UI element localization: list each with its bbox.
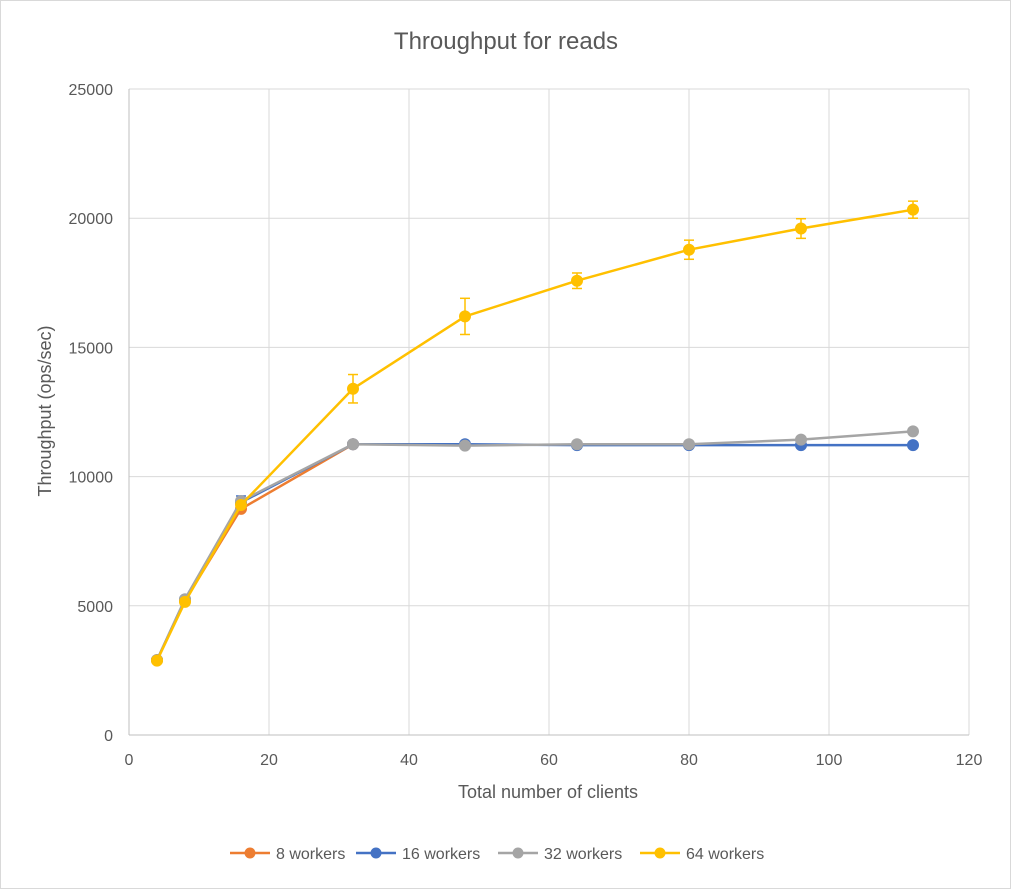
data-point	[571, 274, 583, 287]
legend-marker	[512, 847, 524, 859]
x-tick-label: 0	[125, 752, 134, 769]
y-tick-label: 0	[104, 728, 113, 745]
y-tick-label: 25000	[69, 82, 114, 99]
grid-lines	[129, 88, 970, 735]
legend-label: 8 workers	[276, 846, 345, 863]
legend-item: 8 workers	[230, 846, 345, 863]
data-point	[235, 499, 247, 512]
chart-title: Throughput for reads	[394, 28, 618, 55]
axes	[128, 89, 969, 736]
y-tick-label: 10000	[69, 470, 114, 487]
error-bars	[236, 200, 918, 510]
legend-label: 32 workers	[544, 846, 622, 863]
data-point	[151, 654, 163, 667]
data-point	[347, 382, 359, 395]
legend-label: 64 workers	[686, 846, 764, 863]
legend: 8 workers 16 workers 32 workers 64 workers	[230, 846, 764, 863]
series-64-workers	[151, 203, 919, 667]
x-tick-label: 120	[956, 752, 983, 769]
data-point	[459, 310, 471, 323]
series-lines	[151, 203, 919, 667]
x-tick-label: 80	[680, 752, 698, 769]
data-point	[795, 222, 807, 235]
data-point	[683, 243, 695, 256]
data-point	[683, 438, 695, 451]
series-line	[155, 430, 914, 661]
y-tick-label: 20000	[69, 211, 114, 228]
legend-item: 16 workers	[356, 846, 480, 863]
x-tick-label: 40	[400, 752, 418, 769]
data-point	[907, 425, 919, 438]
legend-item: 32 workers	[498, 846, 622, 863]
x-tick-label: 60	[540, 752, 558, 769]
x-tick-label: 20	[260, 752, 278, 769]
y-tick-label: 15000	[69, 340, 114, 357]
data-point	[795, 433, 807, 446]
series-32-workers	[151, 425, 919, 667]
x-tick-label: 100	[816, 752, 843, 769]
legend-label: 16 workers	[402, 846, 480, 863]
series-8-workers	[151, 438, 359, 667]
data-point	[347, 438, 359, 451]
x-axis-label: Total number of clients	[458, 782, 638, 802]
data-point	[571, 438, 583, 451]
tick-labels: 0 5000 10000 15000 20000 25000 0 20 40 60 80 100 120	[69, 82, 983, 769]
data-point	[907, 203, 919, 216]
legend-item: 64 workers	[640, 846, 764, 863]
y-tick-label: 5000	[77, 599, 113, 616]
legend-marker	[654, 847, 666, 859]
series-16-workers	[151, 438, 919, 667]
legend-marker	[370, 847, 382, 859]
legend-marker	[244, 847, 256, 859]
data-point	[907, 439, 919, 452]
data-point	[459, 439, 471, 452]
y-axis-label: Throughput (ops/sec)	[35, 325, 55, 496]
data-point	[179, 595, 191, 608]
